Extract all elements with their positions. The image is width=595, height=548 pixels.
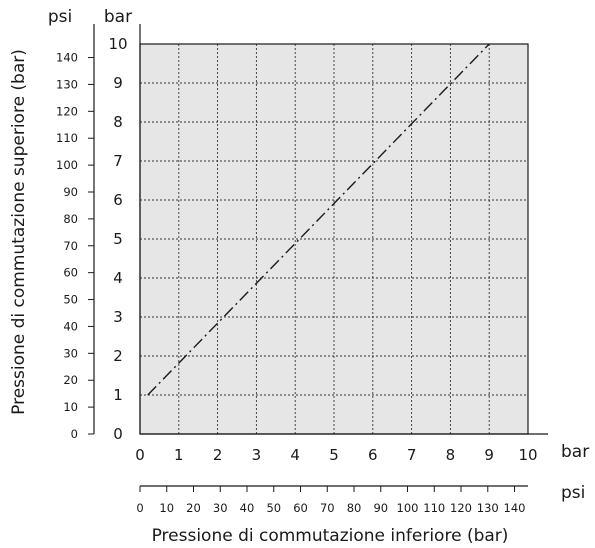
x-tick-label-psi: 30 [213,501,228,515]
y-axis-title: Pressione di commutazione superiore (bar… [9,49,29,415]
x-unit-bar-label: bar [561,442,589,462]
y-tick-label-bar: 1 [113,386,123,404]
y-tick-label-psi: 30 [63,346,78,360]
x-tick-label-psi: 140 [504,501,526,515]
x-tick-label-psi: 50 [266,501,281,515]
axes [88,24,548,492]
series-group [147,43,490,396]
x-tick-label-bar: 9 [484,446,494,464]
y-tick-label-bar: 0 [113,425,123,443]
x-tick-label-psi: 120 [450,501,472,515]
y-tick-label-psi: 50 [63,293,78,307]
y-unit-psi-label: psi [48,7,72,27]
grid [140,44,528,434]
x-tick-label-bar: 0 [135,446,145,464]
x-tick-label-bar: 8 [446,446,456,464]
y-tick-label-psi: 60 [63,266,78,280]
y-tick-label-psi: 70 [63,239,78,253]
series-line [147,43,490,396]
x-tick-label-psi: 70 [320,501,335,515]
x-tick-label-psi: 130 [477,501,499,515]
x-tick-label-bar: 3 [252,446,262,464]
y-tick-label-bar: 5 [113,230,123,248]
x-tick-label-psi: 110 [423,501,445,515]
y-tick-label-psi: 80 [63,212,78,226]
x-tick-label-bar: 2 [213,446,223,464]
y-tick-label-psi: 10 [63,400,78,414]
y-tick-label-bar: 7 [113,152,123,170]
y-tick-label-bar: 8 [113,113,123,131]
y-tick-label-psi: 110 [56,131,78,145]
x-tick-label-psi: 100 [397,501,419,515]
y-tick-label-bar: 9 [113,74,123,92]
y-tick-label-psi: 100 [56,158,78,172]
y-tick-label-psi: 20 [63,373,78,387]
x-tick-label-psi: 10 [159,501,174,515]
y-tick-label-psi: 140 [56,51,78,65]
x-tick-label-bar: 7 [407,446,417,464]
y-tick-label-bar: 10 [108,35,127,53]
x-tick-label-psi: 40 [240,501,255,515]
x-tick-label-bar: 5 [329,446,339,464]
x-tick-label-psi: 20 [186,501,201,515]
x-tick-label-bar: 6 [368,446,378,464]
y-tick-label-psi: 120 [56,104,78,118]
y-tick-label-psi: 40 [63,319,78,333]
x-tick-label-bar: 4 [290,446,300,464]
x-tick-label-psi: 80 [347,501,362,515]
x-tick-label-bar: 10 [518,446,537,464]
y-tick-label-psi: 90 [63,185,78,199]
y-tick-label-psi: 0 [71,427,78,441]
y-tick-label-bar: 4 [113,269,123,287]
y-tick-label-bar: 2 [113,347,123,365]
y-tick-label-bar: 3 [113,308,123,326]
x-tick-label-psi: 0 [136,501,143,515]
x-unit-psi-label: psi [561,483,585,503]
x-tick-label-psi: 90 [373,501,388,515]
y-tick-label-bar: 6 [113,191,123,209]
y-tick-label-psi: 130 [56,77,78,91]
x-tick-label-bar: 1 [174,446,184,464]
x-tick-label-psi: 60 [293,501,308,515]
y-unit-bar-label: bar [104,7,132,27]
x-axis-title: Pressione di commutazione inferiore (bar… [152,526,509,546]
